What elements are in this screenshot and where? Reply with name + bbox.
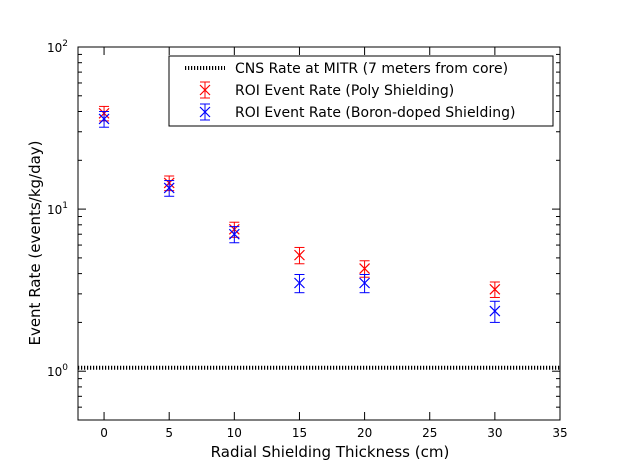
series-poly-shielding bbox=[98, 105, 501, 298]
data-point-marker bbox=[294, 277, 305, 289]
data-point-marker bbox=[294, 249, 305, 261]
data-point-marker bbox=[489, 283, 501, 295]
legend-label-cns: CNS Rate at MITR (7 meters from core) bbox=[235, 61, 508, 77]
legend-box bbox=[168, 55, 554, 127]
x-axis-label: Radial Shielding Thickness (cm) bbox=[211, 443, 450, 461]
y-axis-label: Event Rate (events/kg/day) bbox=[26, 140, 44, 345]
legend-label-series: ROI Event Rate (Boron-doped Shielding) bbox=[235, 105, 515, 121]
plot-layer: 0 5 10 15 20 25 30 35 100 101 102 CNS Rate at MITR … bbox=[47, 39, 568, 440]
data-point-marker bbox=[98, 113, 110, 125]
x-tick-label: 25 bbox=[422, 426, 437, 440]
x-tick-label: 20 bbox=[357, 426, 372, 440]
data-point-marker bbox=[163, 182, 175, 194]
legend-marker bbox=[199, 84, 211, 96]
x-tick-label: 35 bbox=[552, 426, 567, 440]
x-tick-label: 15 bbox=[292, 426, 307, 440]
x-tick-label: 0 bbox=[100, 426, 108, 440]
data-point-marker bbox=[228, 228, 240, 240]
plot-frame bbox=[77, 46, 561, 421]
y-tick-label: 102 bbox=[47, 39, 68, 55]
series-boron-doped-shielding bbox=[98, 111, 501, 323]
x-tick-label: 30 bbox=[487, 426, 502, 440]
data-point-marker bbox=[359, 263, 371, 274]
x-tick-label: 5 bbox=[165, 426, 173, 440]
legend-marker bbox=[199, 106, 211, 118]
y-tick-label: 101 bbox=[47, 201, 68, 217]
y-tick-label: 100 bbox=[47, 363, 68, 379]
legend-label-series: ROI Event Rate (Poly Shielding) bbox=[235, 83, 454, 99]
data-point-marker bbox=[489, 305, 501, 317]
data-point-marker bbox=[359, 277, 371, 289]
x-tick-label: 10 bbox=[227, 426, 242, 440]
